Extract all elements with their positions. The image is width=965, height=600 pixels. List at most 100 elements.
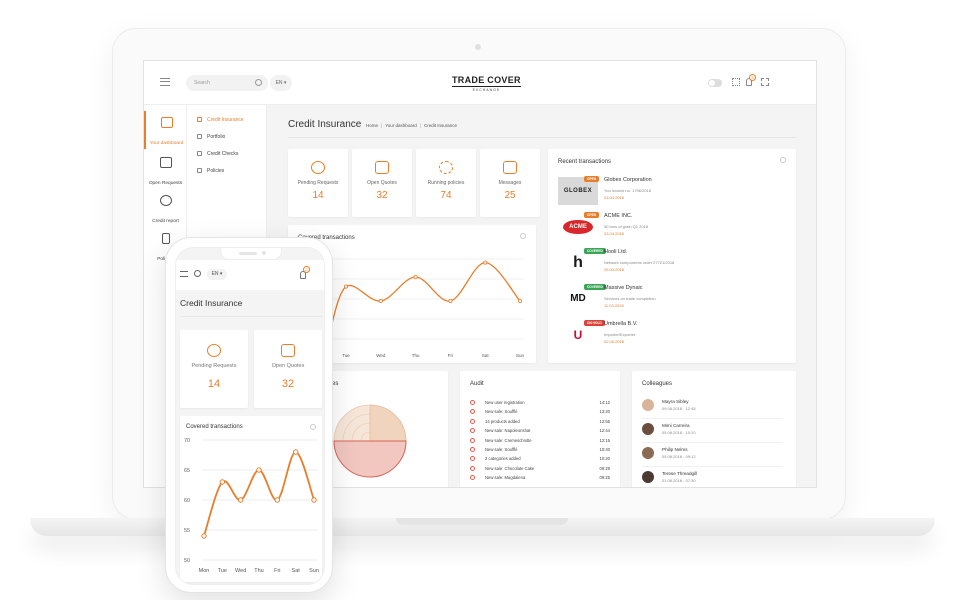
status-dot-icon	[470, 465, 475, 471]
gear-icon[interactable]	[780, 157, 786, 163]
transaction-row[interactable]: GLOBEX OPEN Globex Corporation You invoice …	[558, 176, 788, 211]
submenu-label: Credit Checks	[207, 151, 239, 157]
breadcrumb-dashboard[interactable]: Your dashboard	[385, 123, 417, 128]
logo-text: GLOBEX	[563, 188, 593, 194]
audit-time: 09:28	[599, 465, 610, 471]
stat-card-pending-requests[interactable]: Pending Requests 14	[288, 149, 348, 217]
sidebar-item-label: Open Requests	[148, 181, 183, 186]
colleagues-card: Colleagues Mayra Sibley 09.08.2018 - 12:4…	[632, 371, 796, 487]
status-badge: OPEN	[584, 176, 600, 182]
audit-text: New sale: Napoleonshat	[485, 428, 531, 434]
logo: TRADE COVER EXCHANGE	[452, 75, 521, 92]
language-select[interactable]: EN ▾	[207, 269, 227, 280]
transaction-name: Hooli Ltd.	[604, 249, 628, 255]
sidebar-item-dashboard[interactable]: Your dashboard	[144, 111, 187, 149]
transaction-row[interactable]: MD COVERED Massive Dynaic Services on trade…	[558, 284, 788, 319]
breadcrumb-home[interactable]: Home	[366, 123, 379, 128]
mobile-covered-transactions-chart: 50 55 60 65 70 Mon Tue Wed Thu Fri Sat Sun	[184, 438, 319, 574]
audit-time: 12:15	[599, 437, 610, 443]
colleague-row[interactable]: Terese Threadgill 01.08.2018 - 07:30	[642, 467, 782, 487]
transaction-row[interactable]: h COVERED Hooli Ltd. Network components ord…	[558, 248, 788, 283]
transaction-desc: 50 tons of grain Q1 2018	[604, 224, 649, 229]
briefcase-icon	[197, 117, 202, 123]
fullscreen-icon[interactable]	[761, 78, 769, 86]
status-badge: ON HOLD	[584, 320, 605, 326]
submenu-item-credit-checks[interactable]: Credit Checks	[197, 151, 238, 157]
alarm-clock-icon	[311, 161, 325, 174]
recent-transactions-card: Recent transactions GLOBEX OPEN Globex Cor…	[548, 149, 796, 363]
status-dot-icon	[470, 428, 475, 434]
search-icon[interactable]	[194, 270, 201, 277]
transaction-name: Globex Corporation	[604, 177, 652, 183]
phone-speaker	[239, 252, 257, 255]
stat-value: 74	[440, 190, 452, 201]
stat-card-running-policies[interactable]: Running policies 74	[416, 149, 476, 217]
colleague-row[interactable]: Mayra Sibley 09.08.2018 - 12:45	[642, 395, 782, 419]
stat-value: 14	[207, 378, 221, 390]
x-tick-label: Thu	[254, 568, 263, 574]
card-title: Recent transactions	[558, 159, 612, 165]
gear-icon[interactable]	[310, 424, 316, 430]
search-input[interactable]: Search	[186, 75, 268, 91]
stat-value: 14	[312, 190, 324, 201]
breadcrumb: Home | Your dashboard | Credit Insurance	[366, 123, 458, 128]
envelope-icon	[503, 161, 517, 174]
theme-toggle[interactable]	[708, 79, 722, 87]
audit-row: New sale: Soufflé 13:20	[470, 408, 610, 417]
language-select[interactable]: EN ▾	[270, 75, 292, 91]
mobile-stat-pending-requests[interactable]: Pending Requests 14	[180, 330, 248, 408]
mobile-header: EN ▾ 2	[176, 260, 324, 290]
transaction-date: 03.04.2018	[604, 195, 625, 200]
submenu-item-credit-insurance[interactable]: Credit Insurance	[197, 117, 244, 123]
colleague-date: 05.08.2018 - 09:12	[662, 454, 696, 459]
x-tick-label: Wed	[376, 353, 386, 358]
mobile-stat-open-quotes[interactable]: Open Quotes 32	[254, 330, 322, 408]
transaction-row[interactable]: ACME OPEN ACME INC. 50 tons of grain Q1 201…	[558, 212, 788, 247]
colleague-row[interactable]: Mimi Carreira 05.08.2018 - 10:20	[642, 419, 782, 443]
basket-icon	[281, 344, 295, 357]
transaction-row[interactable]: U ON HOLD Umbrella B.V. Importer/Exporter 02…	[558, 320, 788, 355]
submenu-item-policies[interactable]: Policies	[197, 168, 224, 174]
x-tick-label: Sat	[482, 353, 490, 358]
phone-frame: EN ▾ 2 Credit Insurance Pending Requests…	[165, 237, 333, 593]
submenu-label: Credit Insurance	[207, 117, 244, 123]
colleague-name: Terese Threadgill	[662, 471, 698, 476]
requests-icon	[159, 157, 172, 168]
menu-icon[interactable]	[160, 78, 170, 86]
sidebar-item-label: Your dashboard	[149, 141, 184, 146]
breadcrumb-current: Credit Insurance	[423, 123, 458, 128]
x-tick-label: Fri	[448, 353, 453, 358]
phone-camera	[262, 251, 266, 255]
submenu-item-portfolio[interactable]: Portfolio	[197, 134, 225, 140]
stat-label: Messages	[498, 180, 522, 186]
sidebar-item-open-requests[interactable]: Open Requests	[144, 151, 187, 189]
audit-time: 12:55	[599, 418, 610, 424]
audit-time: 09:25	[599, 475, 610, 481]
stat-label: Pending Requests	[191, 363, 237, 369]
stat-card-open-quotes[interactable]: Open Quotes 32	[352, 149, 412, 217]
search-icon[interactable]	[255, 79, 262, 86]
acme-logo-text: ACME	[563, 220, 593, 234]
x-tick-label: Thu	[412, 353, 420, 358]
audit-time: 10:20	[599, 456, 610, 462]
notification-badge: 2	[303, 266, 310, 273]
submenu-label: Portfolio	[207, 134, 226, 140]
apps-grid-icon[interactable]	[732, 78, 740, 86]
colleague-name: Philip Nelms	[662, 447, 688, 452]
transaction-desc: Importer/Exporter	[604, 332, 636, 337]
sidebar-item-credit-report[interactable]: Credit report	[144, 189, 187, 227]
transaction-date: 11.03.2018	[604, 303, 624, 308]
status-dot-icon	[470, 456, 475, 462]
title-divider	[288, 137, 796, 138]
data-point	[256, 467, 262, 473]
avatar	[642, 423, 654, 435]
stat-card-messages[interactable]: Messages 25	[480, 149, 540, 217]
menu-icon[interactable]	[180, 271, 188, 277]
mobile-covered-transactions-card: Covered transactions 50 55 60 65 70 Mon Tue Wed…	[180, 416, 322, 582]
colleague-row[interactable]: Philip Nelms 05.08.2018 - 09:12	[642, 443, 782, 467]
audit-text: New user registration	[485, 400, 525, 405]
stat-label: Pending Requests	[297, 180, 339, 186]
submenu-label: Policies	[207, 168, 225, 174]
audit-time: 12:44	[599, 428, 610, 434]
gear-icon[interactable]	[520, 233, 526, 239]
